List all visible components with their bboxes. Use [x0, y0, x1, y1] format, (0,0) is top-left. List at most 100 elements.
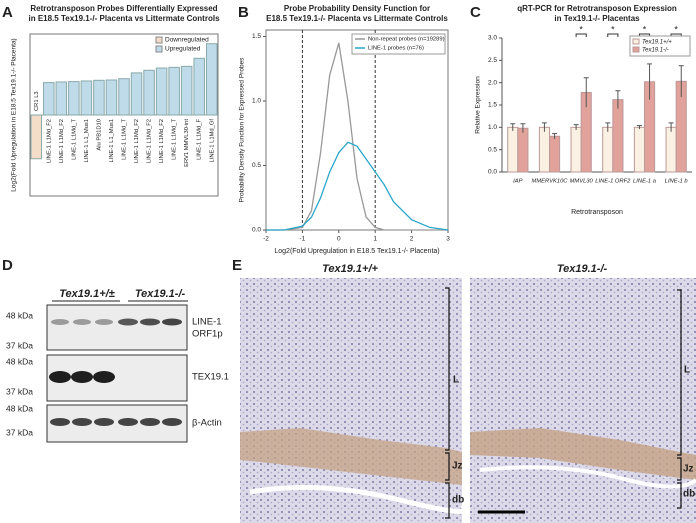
panel-d: D Tex19.1+/± Tex19.1-/- 48 kDa 37 kDa 48… [2, 257, 229, 443]
category-label: LINE-1 L1Md_T [122, 119, 128, 160]
y-tick-label: 2.5 [488, 57, 497, 64]
legend-box [351, 33, 446, 55]
x-tick-label: 3 [446, 236, 450, 243]
x-axis-label: Log2(Fold Upregulation in E18.5 Tex19.1-… [274, 248, 439, 255]
category-label: LINE-1 L1Md_Gf [209, 119, 215, 163]
panel-letter: D [2, 257, 13, 274]
significance-label: * [674, 24, 678, 34]
y-tick-label: 1.5 [252, 33, 261, 40]
chart-title: E18.5 Tex19.1-/- Placenta vs Littermate … [266, 14, 448, 23]
bar [570, 126, 582, 173]
x-tick-label: 2 [410, 236, 414, 243]
chart-title: in E18.5 Tex19.1-/- Placenta vs Litterma… [28, 14, 220, 23]
category-label: LINE-1 L1Md_F2 [134, 119, 140, 163]
group-label: Tex19.1+/± [59, 288, 114, 300]
panel-letter: E [232, 257, 242, 274]
x-tick-label: 0 [337, 236, 341, 243]
tissue-gap [479, 465, 696, 489]
significance-label: * [579, 24, 583, 34]
category-label: LINE-1 L1Md_F2 [159, 119, 165, 163]
y-tick-label: 0.5 [488, 146, 497, 153]
zone-label: db [683, 489, 695, 500]
category-label: LINE-1 L1Md_F2 [59, 119, 65, 163]
blot-bands [49, 318, 182, 426]
density-line [266, 141, 449, 231]
x-tick-label: 1 [373, 236, 377, 243]
y-axis-label: Log2(Fold Upregulation in E18.5 Tex19.1-… [11, 38, 18, 191]
category-label: Alu PB1D10 [96, 119, 102, 151]
y-tick-label: 3.0 [488, 35, 497, 42]
bar [507, 126, 519, 173]
zone-label: db [452, 495, 464, 506]
blot-label: LINE-1 [192, 317, 222, 328]
legend-label: LINE-1 probes (n=76) [368, 46, 424, 52]
y-tick-label: 1.5 [488, 102, 497, 109]
zone-label: L [684, 365, 690, 376]
x-axis-label: Retrotransposon [571, 209, 623, 216]
chart-title: in Tex19.1-/- Placentas [554, 14, 640, 23]
bar [43, 82, 55, 116]
y-tick-label: 2.0 [488, 79, 497, 86]
bar [80, 80, 93, 116]
bar [130, 72, 143, 116]
bar [517, 127, 529, 173]
y-tick-label: 0.0 [252, 227, 261, 234]
panel-letter: A [2, 4, 13, 21]
x-tick-label: -2 [263, 236, 269, 243]
category-label: CR1 L3 [34, 91, 40, 111]
bar [602, 126, 614, 173]
legend-swatch [632, 46, 640, 53]
marker-label: 37 kDa [6, 340, 33, 350]
y-axis-label: Relative Expression [475, 76, 482, 134]
bar [193, 57, 205, 116]
chart-title: qRT-PCR for Retrotransposon Expression [517, 4, 677, 13]
x-tick-label: -1 [300, 236, 306, 243]
y-tick-label: 0.5 [252, 162, 261, 169]
bar [633, 126, 645, 173]
bar [538, 126, 550, 173]
bar [205, 43, 218, 116]
legend-box [629, 35, 691, 57]
bar [55, 81, 68, 116]
histology-image [240, 278, 462, 523]
category-label: LINE-1 L1Md_T [71, 119, 77, 160]
category-label: LINE-1 L1_Mus1 [109, 119, 115, 162]
legend-label: Tex19.1+/+ [642, 40, 672, 46]
y-tick-label: 0.0 [488, 169, 497, 176]
legend-label: Downregulated [165, 37, 209, 44]
zone-label: Jz [452, 461, 463, 472]
zone-label: Jz [683, 464, 694, 475]
chart-title: Probe Probability Density Function for [284, 4, 430, 13]
category-label: LINE-1 L1Md_F2 [46, 119, 52, 163]
category-label: LINE-1 L1_Mus1 [84, 119, 90, 163]
x-tick-label: LINE-1 ORF2 [595, 179, 631, 185]
group-label: Tex19.1-/- [135, 288, 186, 300]
bar [168, 66, 180, 116]
bar [30, 114, 43, 160]
bar [612, 99, 624, 173]
marker-label: 37 kDa [6, 386, 33, 396]
legend-label: Tex19.1-/- [642, 48, 669, 54]
zone-label: L [453, 375, 459, 386]
marker-label: 48 kDa [6, 356, 33, 366]
y-axis-label: Probability Density Function for Express… [239, 57, 246, 203]
bar [93, 79, 105, 116]
junctional-zone-stain [470, 428, 696, 480]
legend-swatch [632, 38, 640, 45]
zone-brackets [445, 287, 682, 519]
legend-swatch [155, 45, 163, 53]
legend-swatch [155, 36, 163, 44]
y-tick-label: 1.0 [488, 124, 497, 131]
marker-label: 48 kDa [6, 310, 33, 320]
category-label: LINE-1 L1Md_F2 [147, 119, 153, 163]
category-label: ERV1 MMVL30-int [184, 119, 190, 167]
bar [665, 126, 677, 173]
x-tick-label: MMERVK10C [532, 179, 569, 185]
bar [118, 78, 130, 116]
bar [105, 79, 118, 116]
genotype-label: Tex19.1-/- [557, 263, 608, 275]
plot-frame [265, 29, 449, 231]
legend-label: Non-repeat probes (n=19289) [368, 37, 445, 43]
legend-label: Upregulated [165, 46, 201, 53]
